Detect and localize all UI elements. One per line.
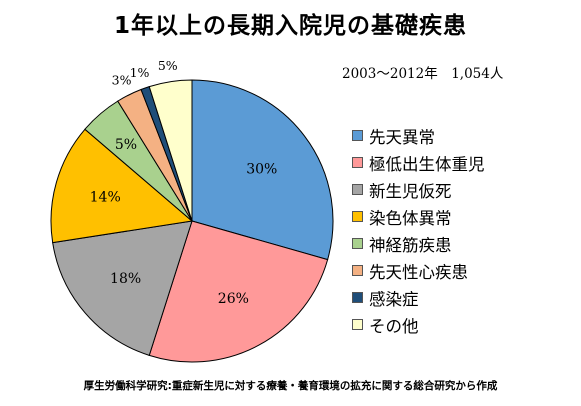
slice-label-8: 5% (158, 58, 178, 73)
slice-label-3: 18% (110, 271, 141, 287)
legend-item-5: 神経筋疾患 (352, 230, 485, 257)
pie-slice-2 (148, 220, 329, 363)
legend-swatch (352, 238, 363, 249)
legend-label: その他 (369, 316, 419, 336)
chart-title: 1年以上の長期入院児の基礎疾患 (113, 13, 467, 39)
legend-swatch (352, 265, 363, 276)
legend-label: 極低出生体重児 (369, 154, 485, 174)
legend-item-7: 感染症 (352, 284, 485, 311)
legend-swatch (352, 292, 363, 303)
slice-label-5: 5% (115, 137, 137, 153)
legend-item-6: 先天性心疾患 (352, 257, 485, 284)
legend-item-1: 先天異常 (352, 122, 485, 149)
slice-label-1: 30% (246, 161, 277, 177)
legend-item-8: その他 (352, 311, 485, 338)
legend-swatch (352, 184, 363, 195)
legend-item-3: 新生児仮死 (352, 176, 485, 203)
legend-label: 先天異常 (369, 127, 435, 147)
chart-legend: 先天異常極低出生体重児 新生児仮死染色体異常神経筋疾患先天性心疾患 感染症その他 (352, 122, 485, 338)
pie-slice-4 (50, 128, 194, 244)
legend-swatch (352, 319, 363, 330)
slice-label-4: 14% (90, 189, 121, 205)
legend-swatch (352, 157, 363, 168)
legend-label: 神経筋疾患 (369, 235, 452, 255)
legend-swatch (352, 130, 363, 141)
pie-slice-3 (52, 220, 193, 356)
slice-label-2: 26% (218, 291, 249, 307)
source-note: 厚生労働科学研究:重症新生児に対する療養・養育環境の拡充に関する総合研究から作成 (83, 380, 498, 392)
chart-subtitle: 2003～2012年 1,054人 (342, 66, 504, 82)
legend-label: 先天性心疾患 (369, 262, 468, 282)
legend-item-4: 染色体異常 (352, 203, 485, 230)
slice-label-6: 3% (112, 73, 132, 88)
legend-label: 染色体異常 (369, 208, 452, 228)
legend-swatch (352, 211, 363, 222)
pie-slice-8 (148, 79, 193, 222)
pie-slice-1 (191, 79, 334, 261)
legend-label: 感染症 (369, 289, 419, 309)
slice-label-7: 1% (130, 65, 150, 80)
legend-label: 新生児仮死 (369, 181, 452, 201)
legend-item-2: 極低出生体重児 (352, 149, 485, 176)
